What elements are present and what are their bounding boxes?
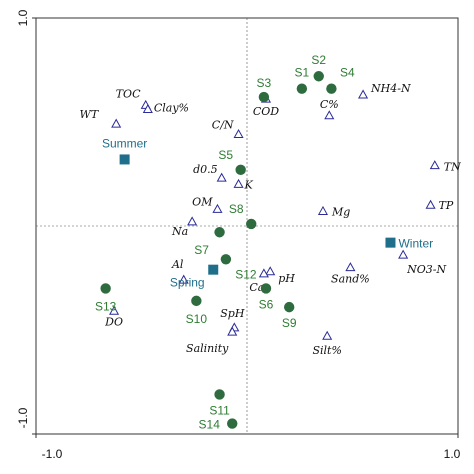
season-marker-spring [208, 264, 219, 275]
env-label-wt: WT [80, 108, 100, 121]
site-marker-s13 [100, 283, 111, 294]
site-marker-s4 [326, 83, 337, 94]
site-marker-s5 [235, 164, 246, 176]
env-label-ca: Ca [249, 281, 264, 294]
env-label-k: K [244, 178, 254, 191]
env-label-tp: TP [439, 199, 454, 212]
env-marker-mg [317, 205, 329, 215]
env-label-tn: TN [444, 161, 461, 174]
env-marker-tn [429, 160, 440, 170]
season-label-summer: Summer [102, 136, 147, 150]
env-marker-do [109, 305, 120, 315]
site-marker-s10 [191, 295, 202, 307]
site-marker-s14 [227, 418, 238, 429]
env-label-c: C% [320, 98, 339, 111]
env-variables-layer: TOC WT Clay% C/N COD C% NH4-N d0.5 K OM Na Mg TN TP NO… [80, 82, 462, 357]
site-marker-s11 [214, 389, 225, 400]
env-label-sand: Sand% [331, 273, 370, 286]
env-label-silt: Silt% [312, 344, 341, 357]
env-label-sph: SpH [220, 307, 245, 320]
y-tick-label-bottom: -1.0 [16, 407, 30, 428]
env-label-om: OM [192, 195, 213, 208]
env-marker-no3-n [398, 249, 409, 259]
site-marker-s9 [284, 301, 295, 313]
site-label-s7: S7 [194, 243, 209, 257]
site-marker-s6 [260, 283, 272, 294]
site-marker-s12 [220, 254, 232, 265]
site-label-s10: S10 [186, 312, 208, 326]
env-marker-al [178, 274, 189, 284]
site-label-s11: S11 [209, 403, 230, 417]
site-label-s9: S9 [282, 316, 297, 330]
env-label-no3-n: NO3-N [406, 263, 446, 276]
env-label-al: Al [171, 258, 184, 271]
env-label-na: Na [171, 225, 188, 238]
site-label-s5: S5 [218, 148, 233, 162]
site-marker-s7 [214, 227, 225, 238]
env-label-salinity: Salinity [186, 342, 229, 355]
site-marker-s3 [258, 91, 270, 103]
env-label-c-n: C/N [212, 118, 234, 131]
site-marker-s1 [296, 83, 308, 94]
site-label-s1: S1 [295, 66, 310, 80]
env-label-mg: Mg [331, 205, 350, 218]
site-label-s3: S3 [257, 76, 272, 90]
env-marker-wt [111, 118, 122, 128]
x-tick-label-right: 1.0 [444, 447, 461, 461]
y-tick-label-top: 1.0 [16, 9, 30, 26]
season-label-spring: Spring [170, 276, 205, 290]
env-label-cod: COD [253, 105, 279, 118]
season-marker-winter [385, 237, 396, 248]
env-label-nh4-n: NH4-N [370, 82, 411, 95]
env-marker-k [233, 178, 244, 188]
env-marker-silt [322, 330, 333, 340]
env-label-toc: TOC [116, 87, 141, 100]
env-marker-d0-5 [216, 172, 227, 182]
env-marker-c-n [233, 128, 244, 138]
site-label-s2: S2 [311, 53, 326, 67]
env-marker-sand [345, 262, 356, 272]
site-label-s12: S12 [235, 267, 257, 281]
env-marker-nh4-n [357, 89, 369, 99]
env-label-ph: pH [278, 272, 295, 285]
site-label-s8: S8 [229, 202, 244, 216]
env-marker-ca [258, 268, 269, 278]
seasons-layer: Summer Spring Winter [102, 136, 433, 289]
env-label-do: DO [104, 315, 123, 328]
env-marker-om [212, 203, 223, 213]
season-marker-summer [119, 154, 130, 165]
env-marker-tp [425, 199, 436, 209]
site-label-s6: S6 [259, 297, 274, 311]
env-marker-salinity [227, 326, 238, 336]
site-label-s4: S4 [340, 66, 355, 80]
site-marker-s8 [246, 218, 257, 230]
env-marker-c [324, 110, 335, 120]
site-label-s13: S13 [95, 299, 117, 313]
env-marker-ph [265, 266, 276, 276]
site-label-s14: S14 [199, 418, 221, 432]
x-tick-label-left: -1.0 [42, 447, 63, 461]
season-label-winter: Winter [398, 237, 433, 251]
site-marker-s2 [313, 71, 324, 82]
env-label-clay: Clay% [154, 102, 189, 115]
env-marker-clay [142, 103, 153, 114]
env-marker-na [187, 216, 198, 226]
env-label-d0-5: d0.5 [193, 163, 218, 176]
